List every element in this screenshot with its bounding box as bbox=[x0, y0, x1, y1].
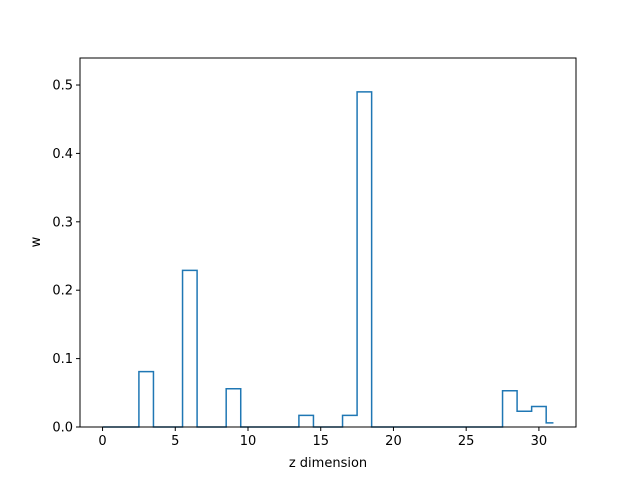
y-tick-label: 0.3 bbox=[52, 215, 73, 230]
x-tick-label: 0 bbox=[98, 434, 106, 449]
y-axis-ticks: 0.0 0.1 0.2 0.3 0.4 0.5 bbox=[52, 79, 80, 436]
x-tick-label: 20 bbox=[385, 434, 402, 449]
x-tick-label: 10 bbox=[240, 434, 257, 449]
series-line bbox=[102, 91, 554, 428]
x-tick-label: 30 bbox=[531, 434, 548, 449]
x-tick-label: 5 bbox=[171, 434, 179, 449]
y-tick-label: 0.1 bbox=[52, 352, 73, 367]
y-tick-label: 0.2 bbox=[52, 284, 73, 299]
y-tick-label: 0.5 bbox=[52, 79, 73, 94]
x-tick-label: 15 bbox=[312, 434, 329, 449]
x-axis-label: z dimension bbox=[289, 456, 367, 471]
y-axis-label: w bbox=[29, 236, 44, 247]
y-tick-label: 0.0 bbox=[52, 421, 73, 436]
x-axis-ticks: 0 5 10 15 20 25 30 bbox=[98, 427, 547, 449]
x-tick-label: 25 bbox=[458, 434, 475, 449]
series-layer bbox=[102, 91, 554, 428]
y-tick-label: 0.4 bbox=[52, 147, 73, 162]
plot-frame bbox=[79, 57, 577, 428]
